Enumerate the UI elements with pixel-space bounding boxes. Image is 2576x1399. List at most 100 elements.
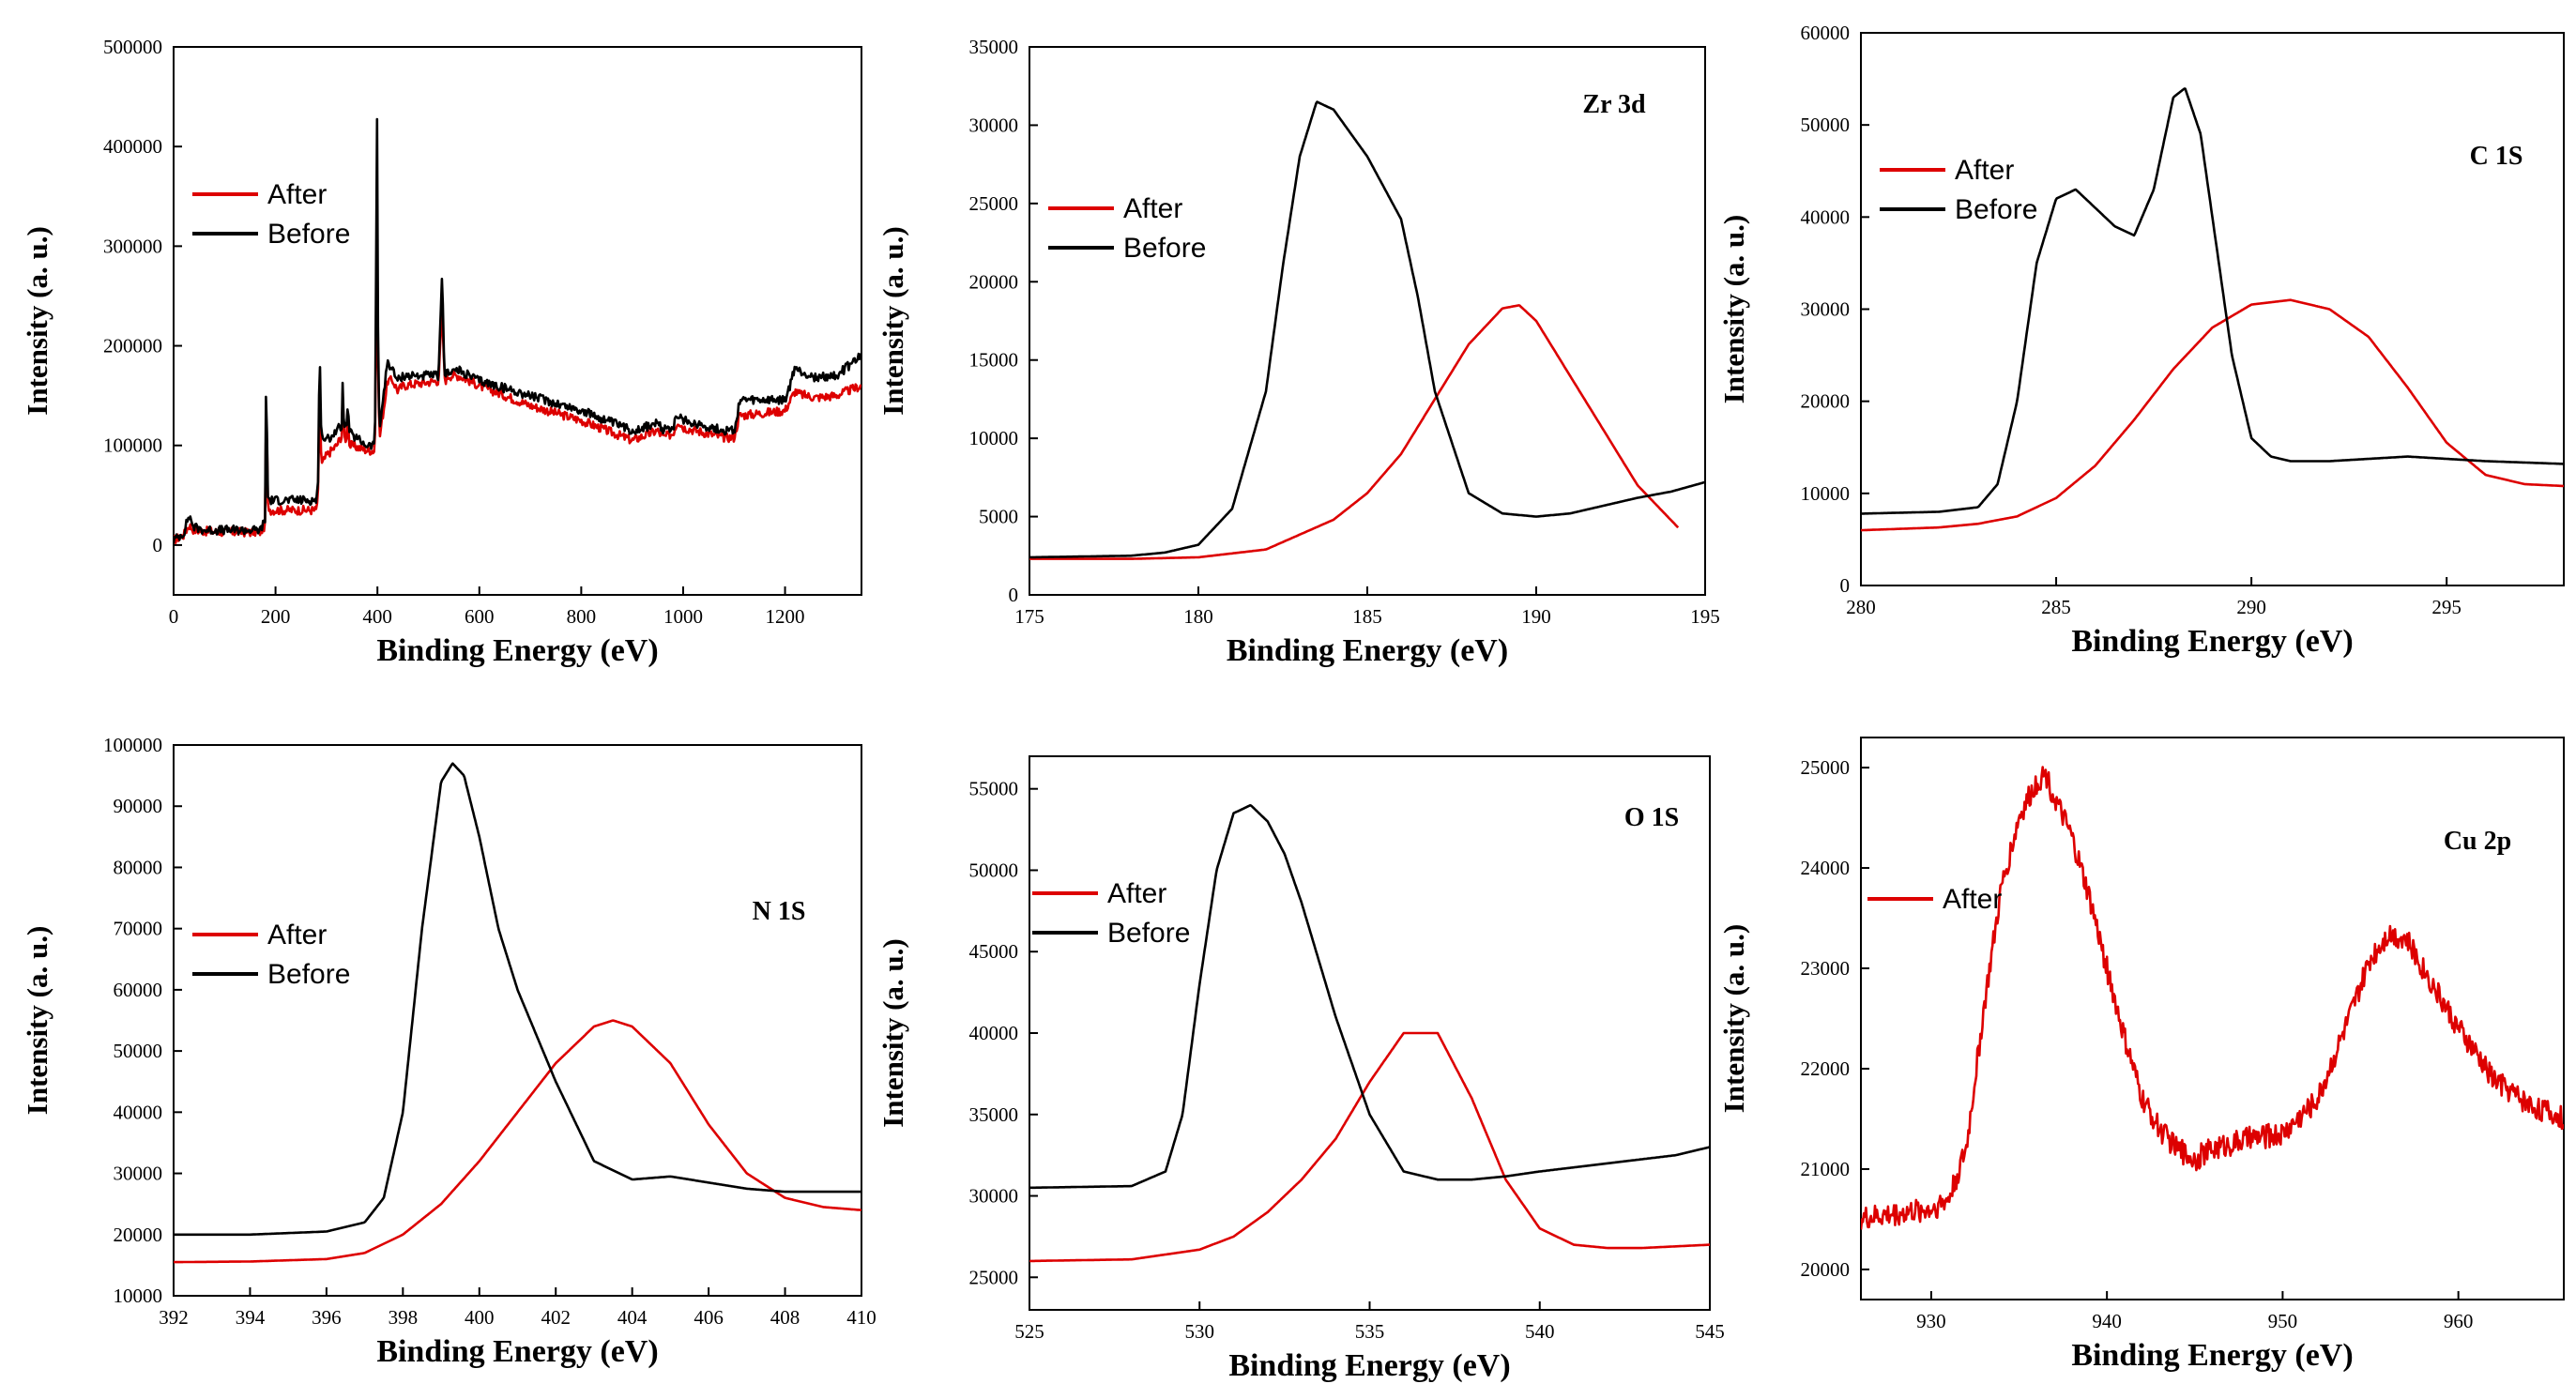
y-tick-label: 0 (1840, 574, 1851, 597)
legend-label-after: After (1955, 155, 2014, 186)
x-tick-label: 408 (770, 1306, 800, 1329)
x-tick-label: 1200 (766, 605, 805, 628)
y-tick-label: 10000 (969, 427, 1019, 449)
series-line-after (1861, 766, 2564, 1230)
x-tick-label: 950 (2268, 1310, 2298, 1332)
y-tick-label: 30000 (969, 1185, 1019, 1208)
x-tick-label: 1000 (663, 605, 703, 628)
x-tick-label: 400 (362, 605, 392, 628)
series-line-before (1029, 803, 1710, 1190)
legend-label-after: After (1943, 884, 2002, 915)
x-tick-label: 940 (2092, 1310, 2122, 1332)
y-tick-label: 25000 (969, 1266, 1019, 1288)
y-tick-label: 400000 (103, 135, 162, 158)
series-line-before (1861, 87, 2564, 515)
legend-label-after: After (267, 920, 327, 950)
y-tick-label: 20000 (969, 270, 1019, 293)
y-tick-label: 20000 (1801, 1258, 1851, 1281)
y-tick-label: 15000 (969, 349, 1019, 372)
y-axis-title: Intensity (a. u.) (876, 226, 909, 416)
panel-annotation: Cu 2p (2444, 827, 2511, 856)
x-tick-label: 290 (2236, 596, 2266, 618)
y-tick-label: 25000 (969, 192, 1019, 215)
legend-label-before: Before (267, 219, 350, 250)
y-tick-label: 5000 (979, 506, 1018, 528)
series-line-after (1029, 304, 1680, 560)
x-tick-label: 280 (1846, 596, 1876, 618)
y-tick-label: 40000 (1801, 205, 1851, 228)
y-tick-label: 0 (1009, 584, 1019, 606)
legend-label-after: After (1123, 193, 1182, 224)
x-tick-label: 525 (1014, 1320, 1044, 1343)
y-axis-title: Intensity (a. u.) (1717, 924, 1750, 1114)
y-axis-title: Intensity (a. u.) (876, 938, 909, 1128)
y-tick-label: 20000 (114, 1224, 163, 1246)
x-tick-label: 930 (1916, 1310, 1946, 1332)
x-axis-title: Binding Energy (eV) (1227, 633, 1508, 668)
y-tick-label: 30000 (114, 1163, 163, 1185)
y-tick-label: 35000 (969, 36, 1019, 58)
x-axis-title: Binding Energy (eV) (376, 1334, 658, 1369)
y-axis-title: Intensity (a. u.) (21, 926, 53, 1116)
x-axis-title: Binding Energy (eV) (376, 633, 658, 668)
y-tick-label: 35000 (969, 1103, 1019, 1126)
x-axis-title: Binding Energy (eV) (2071, 624, 2353, 659)
y-tick-label: 30000 (969, 114, 1019, 136)
x-tick-label: 398 (389, 1306, 419, 1329)
x-tick-label: 400 (465, 1306, 495, 1329)
y-tick-label: 25000 (1801, 756, 1851, 779)
x-tick-label: 295 (2431, 596, 2462, 618)
y-tick-label: 24000 (1801, 857, 1851, 879)
panel-survey: 0 200 400 600 800 1000 1200 0 100000 200000 300000… (21, 36, 862, 668)
x-tick-label: 195 (1690, 605, 1720, 628)
series-line-after (174, 1019, 861, 1264)
y-tick-label: 30000 (1801, 298, 1851, 321)
y-tick-label: 90000 (114, 795, 163, 817)
x-tick-label: 540 (1525, 1320, 1555, 1343)
x-tick-label: 800 (567, 605, 597, 628)
x-tick-label: 545 (1695, 1320, 1725, 1343)
x-tick-label: 185 (1352, 605, 1382, 628)
y-tick-label: 100000 (103, 734, 162, 756)
x-tick-label: 410 (846, 1306, 876, 1329)
x-tick-label: 175 (1014, 605, 1044, 628)
legend-label-before: Before (1955, 194, 2037, 225)
x-tick-label: 190 (1521, 605, 1551, 628)
y-tick-label: 70000 (114, 918, 163, 940)
x-axis-title: Binding Energy (eV) (2071, 1338, 2353, 1373)
y-tick-label: 200000 (103, 335, 162, 357)
series-line-before (1029, 100, 1705, 559)
plot-frame (173, 46, 862, 596)
y-tick-label: 21000 (1801, 1158, 1851, 1180)
y-tick-label: 300000 (103, 235, 162, 257)
y-tick-label: 500000 (103, 36, 162, 58)
series-line-before (174, 762, 861, 1237)
x-tick-label: 200 (261, 605, 291, 628)
x-tick-label: 394 (236, 1306, 266, 1329)
legend-label-after: After (267, 179, 327, 210)
panel-o-1s: 525 530 535 540 545 25000 30000 35000 40000 45000… (876, 755, 1725, 1383)
panel-cu-2p: 930 940 950 960 20000 21000 22000 23000 24000 250… (1717, 737, 2565, 1373)
x-axis-title: Binding Energy (eV) (1228, 1348, 1510, 1383)
x-tick-label: 600 (465, 605, 495, 628)
panel-n-1s: 392 394 396 398 400 402 404 406 408 410 10000 20000… (21, 734, 876, 1369)
series-line-after (1861, 298, 2564, 532)
y-tick-label: 10000 (114, 1285, 163, 1307)
y-tick-label: 40000 (969, 1022, 1019, 1044)
y-tick-label: 0 (153, 534, 163, 556)
x-tick-label: 0 (169, 605, 179, 628)
x-tick-label: 180 (1183, 605, 1213, 628)
y-tick-label: 50000 (969, 859, 1019, 881)
legend-label-after: After (1107, 878, 1166, 909)
plot-frame (1029, 755, 1711, 1311)
x-tick-label: 960 (2444, 1310, 2474, 1332)
y-tick-label: 100000 (103, 434, 162, 457)
x-tick-label: 396 (312, 1306, 342, 1329)
x-tick-label: 530 (1185, 1320, 1215, 1343)
y-tick-label: 55000 (969, 778, 1019, 800)
series-line-after (1029, 1031, 1710, 1263)
legend-label-before: Before (267, 959, 350, 990)
x-tick-label: 392 (159, 1306, 189, 1329)
x-tick-label: 402 (541, 1306, 571, 1329)
